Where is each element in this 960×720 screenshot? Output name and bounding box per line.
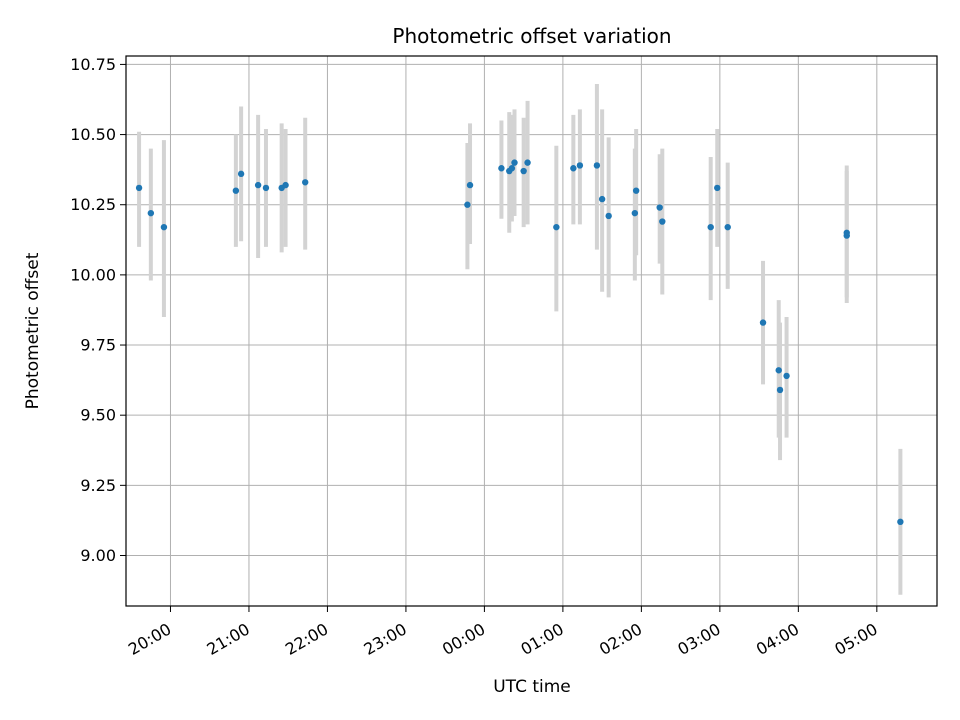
data-point bbox=[508, 165, 516, 172]
data-point bbox=[632, 187, 640, 194]
y-tick-label: 9.00 bbox=[80, 546, 116, 565]
plot-frame bbox=[125, 55, 938, 607]
data-point bbox=[520, 167, 527, 175]
data-point bbox=[843, 229, 850, 236]
data-point bbox=[593, 162, 601, 169]
data-point bbox=[897, 518, 904, 526]
data-point bbox=[302, 179, 309, 186]
data-point bbox=[466, 181, 474, 189]
data-point bbox=[160, 223, 168, 231]
x-axis-label: UTC time bbox=[493, 677, 571, 697]
y-tick-label: 9.75 bbox=[80, 336, 116, 355]
data-point bbox=[659, 218, 666, 225]
data-point bbox=[464, 201, 471, 208]
data-point bbox=[724, 223, 731, 231]
data-point bbox=[605, 212, 612, 220]
y-tick-label: 9.50 bbox=[80, 406, 116, 425]
data-point bbox=[524, 159, 531, 166]
y-tick-label: 10.25 bbox=[70, 195, 116, 214]
data-point bbox=[576, 162, 584, 169]
data-point bbox=[553, 223, 560, 231]
data-point bbox=[598, 195, 606, 203]
data-point bbox=[254, 181, 262, 189]
chart-title: Photometric offset variation bbox=[392, 24, 671, 48]
data-point bbox=[232, 187, 240, 194]
data-points bbox=[135, 159, 904, 526]
data-point bbox=[498, 165, 505, 172]
data-point bbox=[714, 184, 721, 192]
y-tick-label: 10.75 bbox=[70, 55, 116, 74]
data-point bbox=[759, 319, 767, 326]
y-tick-label: 9.25 bbox=[80, 476, 116, 495]
y-axis-label: Photometric offset bbox=[23, 252, 43, 409]
data-point bbox=[707, 223, 714, 231]
data-point bbox=[775, 367, 782, 374]
data-point bbox=[656, 204, 663, 211]
data-point bbox=[262, 184, 270, 192]
y-tick-label: 10.50 bbox=[70, 125, 116, 144]
data-point bbox=[511, 159, 518, 166]
data-point bbox=[135, 184, 143, 192]
y-tick-label: 10.00 bbox=[70, 265, 116, 284]
grid-lines bbox=[126, 56, 937, 606]
data-point bbox=[237, 170, 245, 178]
data-point bbox=[776, 386, 784, 394]
data-point bbox=[147, 209, 155, 217]
data-point bbox=[282, 181, 289, 189]
data-point bbox=[783, 372, 790, 380]
data-point bbox=[570, 165, 577, 172]
data-point bbox=[631, 209, 639, 217]
y-axis-ticks: 9.00 9.25 9.50 9.75 10.00 10.25 10.50 10.75 bbox=[70, 55, 126, 565]
